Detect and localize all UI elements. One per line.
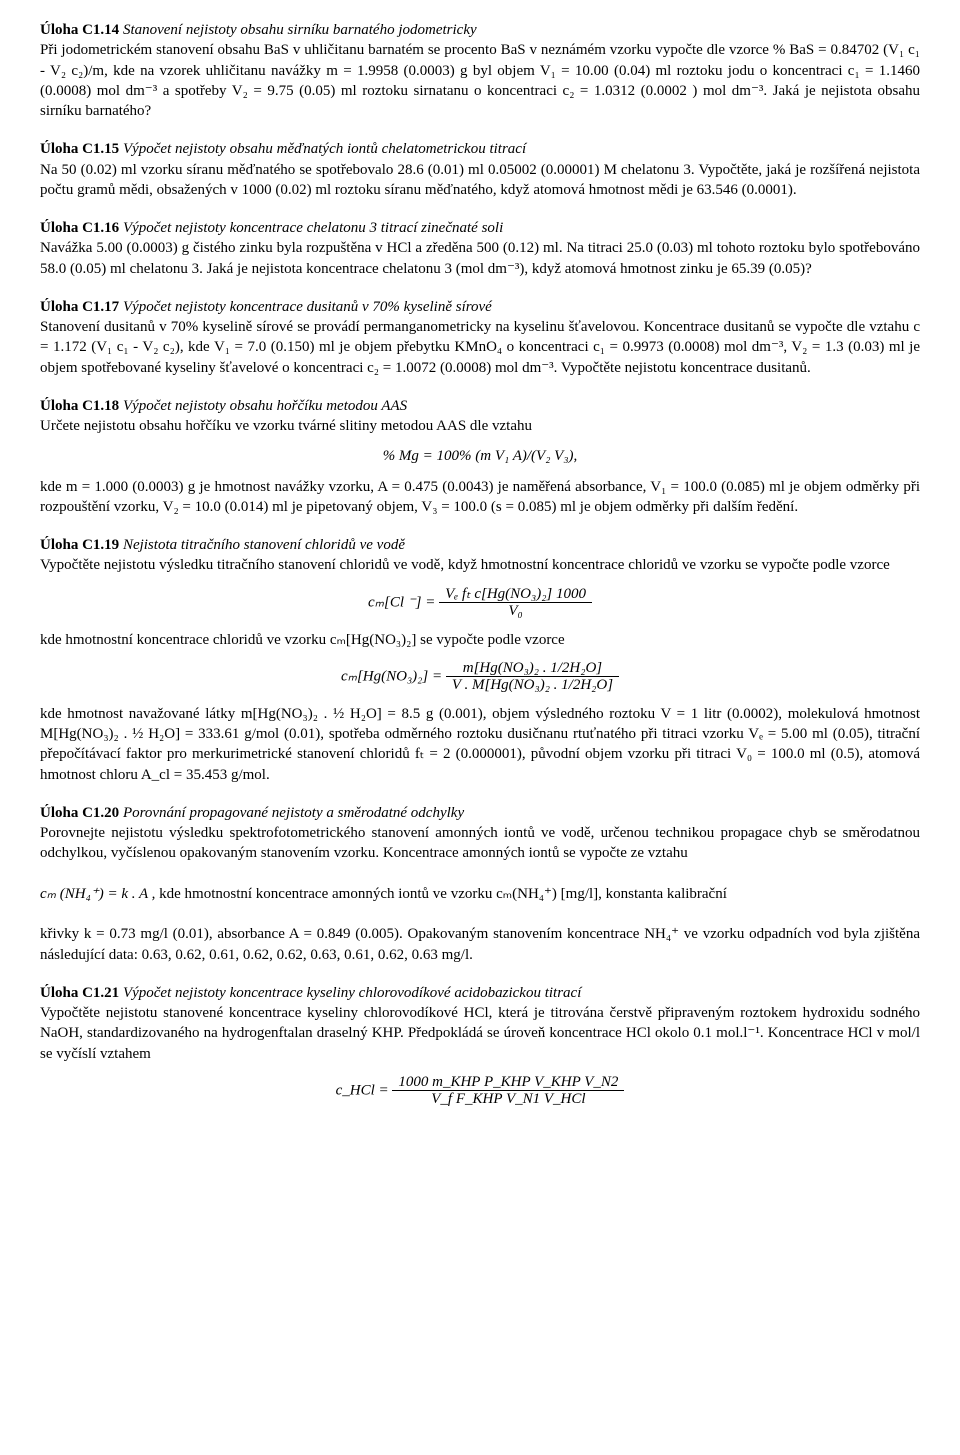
task-body: Stanovení dusitanů v 70% kyselině sírové… <box>40 319 920 376</box>
task-c1-20: Úloha C1.20 Porovnání propagované nejist… <box>40 803 920 965</box>
formula-text: % Mg = 100% (m V₁ A)/(V₂ V₃), <box>383 448 578 464</box>
numerator: 1000 m_KHP P_KHP V_KHP V_N2 <box>392 1074 624 1092</box>
task-body: Při jodometrickém stanovení obsahu BaS v… <box>40 42 920 119</box>
task-c1-19: Úloha C1.19 Nejistota titračního stanove… <box>40 535 920 785</box>
task-c1-15: Úloha C1.15 Výpočet nejistoty obsahu měď… <box>40 139 920 200</box>
formula-hgno3: cₘ[Hg(NO₃)₂] = m[Hg(NO₃)₂ . 1/2H₂O] V . … <box>40 660 920 694</box>
task-subtitle: Výpočet nejistoty obsahu měďnatých iontů… <box>123 141 526 157</box>
task-subtitle: Porovnání propagované nejistoty a směrod… <box>123 805 464 821</box>
formula-lhs: c_HCl = <box>336 1082 389 1098</box>
task-subtitle: Výpočet nejistoty koncentrace dusitanů v… <box>123 299 492 315</box>
formula-cl: cₘ[Cl ⁻] = Vₑ fₜ c[Hg(NO₃)₂] 1000 V₀ <box>40 586 920 620</box>
task-title: Úloha C1.15 <box>40 141 119 157</box>
inline-tail: kde hmotnostní koncentrace amonných iont… <box>159 886 727 902</box>
task-c1-14: Úloha C1.14 Stanovení nejistoty obsahu s… <box>40 20 920 121</box>
task-title: Úloha C1.14 <box>40 22 119 38</box>
fraction: Vₑ fₜ c[Hg(NO₃)₂] 1000 V₀ <box>439 586 592 620</box>
task-title: Úloha C1.20 <box>40 805 119 821</box>
task-body-2: kde hmotnostní koncentrace chloridů ve v… <box>40 632 565 648</box>
task-body: Na 50 (0.02) ml vzorku síranu měďnatého … <box>40 162 920 198</box>
formula-hcl: c_HCl = 1000 m_KHP P_KHP V_KHP V_N2 V_f … <box>40 1074 920 1108</box>
task-title: Úloha C1.21 <box>40 985 119 1001</box>
denominator: V₀ <box>439 603 592 620</box>
formula-lhs: cₘ[Cl ⁻] = <box>368 594 435 610</box>
task-subtitle: Nejistota titračního stanovení chloridů … <box>123 537 405 553</box>
task-body-3: kde hmotnost navažované látky m[Hg(NO₃)₂… <box>40 706 920 783</box>
task-body-2: křivky k = 0.73 mg/l (0.01), absorbance … <box>40 926 920 962</box>
task-title: Úloha C1.18 <box>40 398 119 414</box>
task-body: Porovnejte nejistotu výsledku spektrofot… <box>40 825 920 861</box>
task-title: Úloha C1.19 <box>40 537 119 553</box>
task-body: Určete nejistotu obsahu hořčíku ve vzork… <box>40 418 532 434</box>
task-subtitle: Výpočet nejistoty koncentrace chelatonu … <box>123 220 503 236</box>
task-subtitle: Výpočet nejistoty koncentrace kyseliny c… <box>123 985 581 1001</box>
task-title: Úloha C1.16 <box>40 220 119 236</box>
numerator: Vₑ fₜ c[Hg(NO₃)₂] 1000 <box>439 586 592 604</box>
inline-formula: cₘ (NH₄⁺) = k . A , <box>40 886 155 902</box>
task-c1-18: Úloha C1.18 Výpočet nejistoty obsahu hoř… <box>40 396 920 517</box>
task-body: Vypočtěte nejistotu výsledku titračního … <box>40 557 890 573</box>
denominator: V . M[Hg(NO₃)₂ . 1/2H₂O] <box>446 677 619 694</box>
fraction: 1000 m_KHP P_KHP V_KHP V_N2 V_f F_KHP V_… <box>392 1074 624 1108</box>
numerator: m[Hg(NO₃)₂ . 1/2H₂O] <box>446 660 619 678</box>
task-body: Navážka 5.00 (0.0003) g čistého zinku by… <box>40 240 920 276</box>
task-title: Úloha C1.17 <box>40 299 119 315</box>
task-c1-21: Úloha C1.21 Výpočet nejistoty koncentrac… <box>40 983 920 1108</box>
task-body: Vypočtěte nejistotu stanovené koncentrac… <box>40 1005 920 1062</box>
task-c1-16: Úloha C1.16 Výpočet nejistoty koncentrac… <box>40 218 920 279</box>
task-subtitle: Stanovení nejistoty obsahu sirníku barna… <box>123 22 477 38</box>
formula-lhs: cₘ[Hg(NO₃)₂] = <box>341 668 442 684</box>
denominator: V_f F_KHP V_N1 V_HCl <box>392 1091 624 1108</box>
task-body-2: kde m = 1.000 (0.0003) g je hmotnost nav… <box>40 479 920 515</box>
fraction: m[Hg(NO₃)₂ . 1/2H₂O] V . M[Hg(NO₃)₂ . 1/… <box>446 660 619 694</box>
task-c1-17: Úloha C1.17 Výpočet nejistoty koncentrac… <box>40 297 920 378</box>
task-subtitle: Výpočet nejistoty obsahu hořčíku metodou… <box>123 398 407 414</box>
formula-mg: % Mg = 100% (m V₁ A)/(V₂ V₃), <box>40 446 920 466</box>
